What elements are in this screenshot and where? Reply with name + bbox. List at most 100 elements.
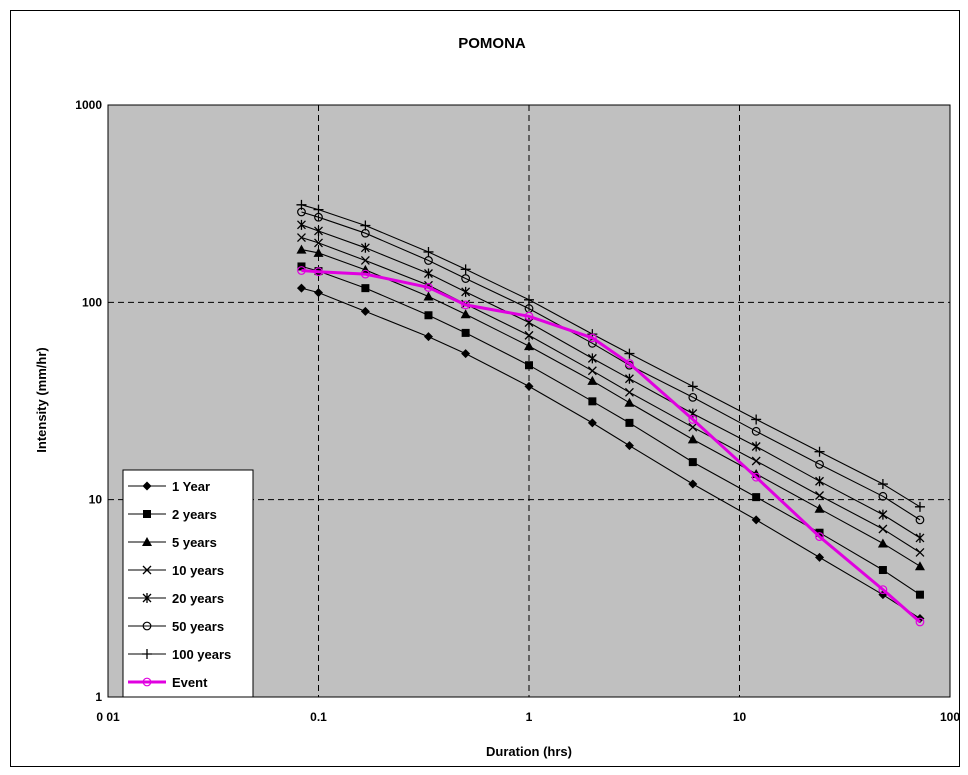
data-point-event [297,266,306,275]
tick-labels: 0 01 0.1 1 10 100 1 10 100 1000 [75,98,960,724]
data-point-5-years [587,375,598,385]
data-point-50-years [878,491,888,501]
legend-label: 10 years [172,563,224,578]
legend-label: 2 years [172,507,217,522]
data-point-10-years [624,387,634,397]
data-point-1-year [524,381,534,391]
series-line-event [301,269,921,624]
data-point-5-years [877,538,888,548]
legend: 1 Year 2 years 5 years 10 years 20 years 50 y… [122,469,254,698]
series-10-years [297,233,925,557]
data-point-100-years [624,348,635,359]
data-point-10-years [297,233,306,242]
data-point-event [587,333,597,343]
legend-item-10-years: 10 years [128,563,224,578]
x-tick-label: 0.1 [310,710,327,724]
legend-marker [142,565,152,575]
legend-item-100-years: 100 years [128,647,231,662]
data-point-20-years [424,268,433,279]
legend-label: Event [172,675,208,690]
data-point-100-years [877,479,888,490]
data-point-2-years [424,311,433,320]
legend-item-50-years: 50 years [128,619,224,634]
data-point-10-years [688,422,698,432]
legend-label: 5 years [172,535,217,550]
data-point-50-years [915,515,925,525]
data-point-20-years [915,532,925,543]
data-point-100-years [814,446,825,457]
series-20-years [297,219,925,543]
data-point-20-years [297,219,306,230]
data-point-20-years [524,317,534,328]
data-point-5-years [524,341,534,351]
legend-label: 1 Year [172,479,210,494]
data-point-1-year [587,418,597,428]
legend-item-20-years: 20 years [128,591,224,606]
data-point-1-year [815,552,825,562]
series-line-50-years [301,211,921,521]
data-point-1-year [360,306,370,316]
data-point-20-years [878,509,888,520]
legend-marker [142,593,152,603]
y-axis-title: Intensity (mm/hr) [34,347,49,452]
data-point-1-year [423,332,433,342]
data-point-event [314,267,323,277]
data-point-2-years [361,284,370,293]
data-point-20-years [815,476,824,487]
data-point-2-years [625,418,634,427]
legend-marker [143,510,151,518]
data-point-10-years [360,256,370,265]
data-point-event [915,617,925,627]
data-point-100-years [460,264,471,275]
data-point-5-years [814,503,825,513]
series-1-year [296,283,925,623]
data-point-1-year [624,441,634,451]
data-point-20-years [314,225,323,236]
legend-item-event: Event [128,675,208,690]
data-point-5-years [460,309,471,319]
data-point-10-years [314,238,323,248]
data-point-10-years [524,330,534,340]
y-tick-label: 1 [95,690,102,704]
x-tick-label: 1 [526,710,533,724]
data-point-2-years [915,590,924,599]
x-axis-title: Duration (hrs) [486,744,572,759]
legend-label: 50 years [172,619,224,634]
data-point-20-years [461,286,471,297]
data-point-event [751,472,761,482]
data-point-event [688,415,698,424]
data-point-100-years [313,204,324,215]
data-point-1-year [688,479,698,489]
data-point-event [360,269,370,279]
legend-item-2-years: 2 years [128,507,217,522]
data-point-50-years [815,459,824,469]
chart-title: POMONA [458,35,526,52]
legend-label: 20 years [172,591,224,606]
data-point-20-years [624,373,634,384]
data-point-100-years [751,414,762,425]
legend-marker [142,649,152,659]
data-point-50-years [688,392,698,402]
series-event [297,266,925,627]
data-point-2-years [525,361,533,370]
data-point-5-years [313,247,324,257]
data-point-10-years [587,366,597,376]
legend-marker [142,677,152,687]
data-point-1-year [314,288,323,298]
legend-label: 100 years [172,647,231,662]
y-tick-label: 10 [89,493,103,507]
data-point-5-years [687,434,698,444]
x-tick-label: 100 [940,710,960,724]
legend-marker [142,537,152,546]
legend-item-1-year: 1 Year [128,479,210,494]
series-layer [296,199,925,627]
data-point-10-years [751,456,761,466]
data-point-10-years [878,524,888,534]
data-point-100-years [524,294,534,305]
data-point-5-years [914,561,925,571]
data-point-1-year [751,515,761,525]
data-point-event [815,532,824,541]
data-point-event [424,283,433,292]
data-point-2-years [878,566,887,575]
